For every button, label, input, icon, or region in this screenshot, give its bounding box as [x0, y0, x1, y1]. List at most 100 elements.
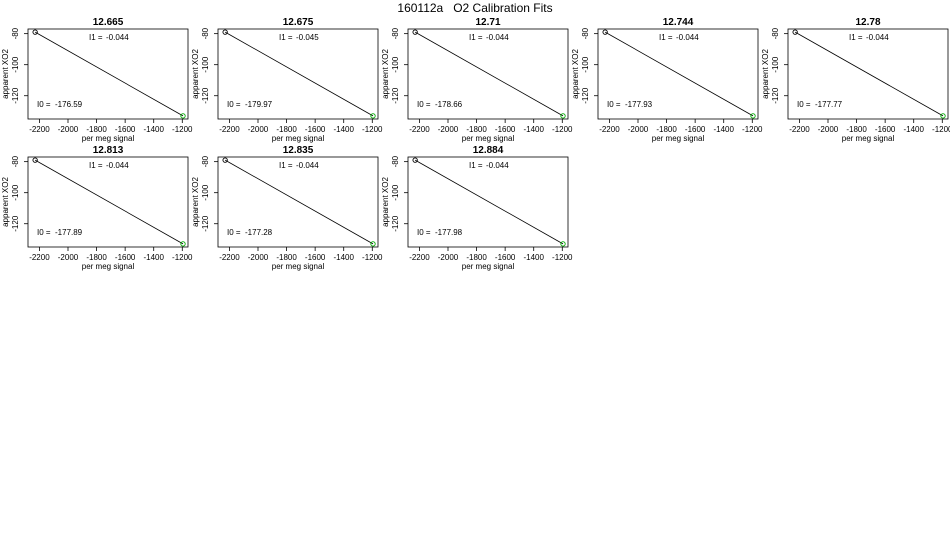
intercept-label: I0 =: [227, 228, 241, 237]
y-tick-label: -100: [11, 184, 20, 201]
data-point: [180, 241, 186, 247]
slope-label: I1 =: [469, 33, 483, 42]
plot-frame: [27, 156, 189, 248]
y-tick-label: -100: [11, 56, 20, 73]
y-axis-label: apparent XO2: [381, 49, 390, 99]
slope-label: I1 =: [279, 161, 293, 170]
intercept-label: I0 =: [797, 100, 811, 109]
intercept-label: I0 =: [37, 100, 51, 109]
intercept-value: -177.93: [625, 100, 653, 109]
slope-value: -0.044: [676, 33, 699, 42]
x-tick-label: -1600: [875, 125, 896, 134]
panel-title: 12.884: [473, 145, 504, 156]
x-tick-label: -1800: [656, 125, 677, 134]
x-tick-label: -2200: [29, 125, 50, 134]
plot-frame: [407, 28, 569, 120]
fit-line: [224, 159, 374, 245]
plot-frame: [407, 156, 569, 248]
x-tick-label: -1400: [143, 253, 164, 262]
intercept-label: I0 =: [607, 100, 621, 109]
y-tick-label: -120: [771, 87, 780, 104]
slope-label: I1 =: [659, 33, 673, 42]
x-tick-label: -1400: [713, 125, 734, 134]
y-tick-label: -80: [391, 27, 400, 39]
calibration-panel-12.884: 12.884 -2200 -2000 -1800 -1600 -1400 -1200 -80 -…: [381, 145, 573, 271]
x-axis-label: per meg signal: [272, 134, 325, 143]
plot-frame: [787, 28, 949, 120]
y-tick-label: -80: [201, 27, 210, 39]
data-point: [370, 241, 376, 247]
intercept-label: I0 =: [37, 228, 51, 237]
x-tick-label: -1600: [495, 125, 516, 134]
x-axis-label: per meg signal: [82, 262, 135, 271]
fit-line: [34, 31, 184, 117]
fit-line: [794, 31, 944, 117]
x-axis-label: per meg signal: [842, 134, 895, 143]
x-tick-label: -2000: [58, 253, 79, 262]
x-tick-label: -2200: [409, 125, 430, 134]
intercept-value: -177.28: [245, 228, 273, 237]
plot-frame: [217, 28, 379, 120]
panel-title: 12.813: [93, 145, 124, 156]
x-tick-label: -2000: [818, 125, 839, 134]
y-tick-label: -120: [201, 215, 210, 232]
x-tick-label: -1600: [115, 253, 136, 262]
y-tick-label: -100: [391, 56, 400, 73]
calibration-panel-12.78: 12.78 -2200 -2000 -1800 -1600 -1400 -1200 -80 -1…: [761, 17, 950, 143]
intercept-label: I0 =: [227, 100, 241, 109]
intercept-label: I0 =: [417, 100, 431, 109]
y-tick-label: -80: [11, 27, 20, 39]
x-tick-label: -1800: [466, 253, 487, 262]
y-tick-label: -100: [771, 56, 780, 73]
x-tick-label: -1800: [86, 125, 107, 134]
y-tick-label: -120: [391, 215, 400, 232]
data-point: [222, 29, 228, 35]
x-tick-label: -1400: [143, 125, 164, 134]
data-point: [560, 241, 566, 247]
fit-line: [34, 159, 184, 245]
calibration-panel-12.813: 12.813 -2200 -2000 -1800 -1600 -1400 -1200 -80 -…: [1, 145, 193, 271]
x-tick-label: -1800: [846, 125, 867, 134]
intercept-value: -178.66: [435, 100, 463, 109]
calibration-panel-12.744: 12.744 -2200 -2000 -1800 -1600 -1400 -1200 -80 -…: [571, 17, 763, 143]
y-axis-label: apparent XO2: [1, 177, 10, 227]
y-tick-label: -80: [11, 155, 20, 167]
x-tick-label: -2200: [219, 125, 240, 134]
x-tick-label: -1400: [903, 125, 924, 134]
data-point: [370, 113, 376, 119]
x-axis-label: per meg signal: [652, 134, 705, 143]
y-tick-label: -80: [201, 155, 210, 167]
data-point: [792, 29, 798, 35]
slope-value: -0.044: [106, 161, 129, 170]
calibration-panel-12.675: 12.675 -2200 -2000 -1800 -1600 -1400 -1200 -80 -…: [191, 17, 383, 143]
fit-line: [414, 159, 564, 245]
slope-label: I1 =: [469, 161, 483, 170]
x-tick-label: -1600: [685, 125, 706, 134]
slope-value: -0.044: [866, 33, 889, 42]
slope-label: I1 =: [89, 161, 103, 170]
plot-frame: [217, 156, 379, 248]
x-tick-label: -2000: [58, 125, 79, 134]
x-tick-label: -2200: [219, 253, 240, 262]
x-axis-label: per meg signal: [272, 262, 325, 271]
y-axis-label: apparent XO2: [381, 177, 390, 227]
data-point: [602, 29, 608, 35]
page-title: 160112a O2 Calibration Fits: [397, 1, 553, 15]
y-axis-label: apparent XO2: [761, 49, 770, 99]
intercept-value: -177.98: [435, 228, 463, 237]
x-tick-label: -1600: [305, 125, 326, 134]
slope-label: I1 =: [279, 33, 293, 42]
intercept-value: -179.97: [245, 100, 273, 109]
intercept-label: I0 =: [417, 228, 431, 237]
panel-title: 12.744: [663, 17, 694, 28]
slope-value: -0.044: [106, 33, 129, 42]
data-point: [32, 157, 38, 163]
slope-value: -0.044: [486, 33, 509, 42]
y-tick-label: -120: [201, 87, 210, 104]
plot-frame: [597, 28, 759, 120]
y-tick-label: -100: [581, 56, 590, 73]
x-tick-label: -2000: [438, 253, 459, 262]
x-tick-label: -1800: [466, 125, 487, 134]
slope-label: I1 =: [89, 33, 103, 42]
x-axis-label: per meg signal: [462, 134, 515, 143]
